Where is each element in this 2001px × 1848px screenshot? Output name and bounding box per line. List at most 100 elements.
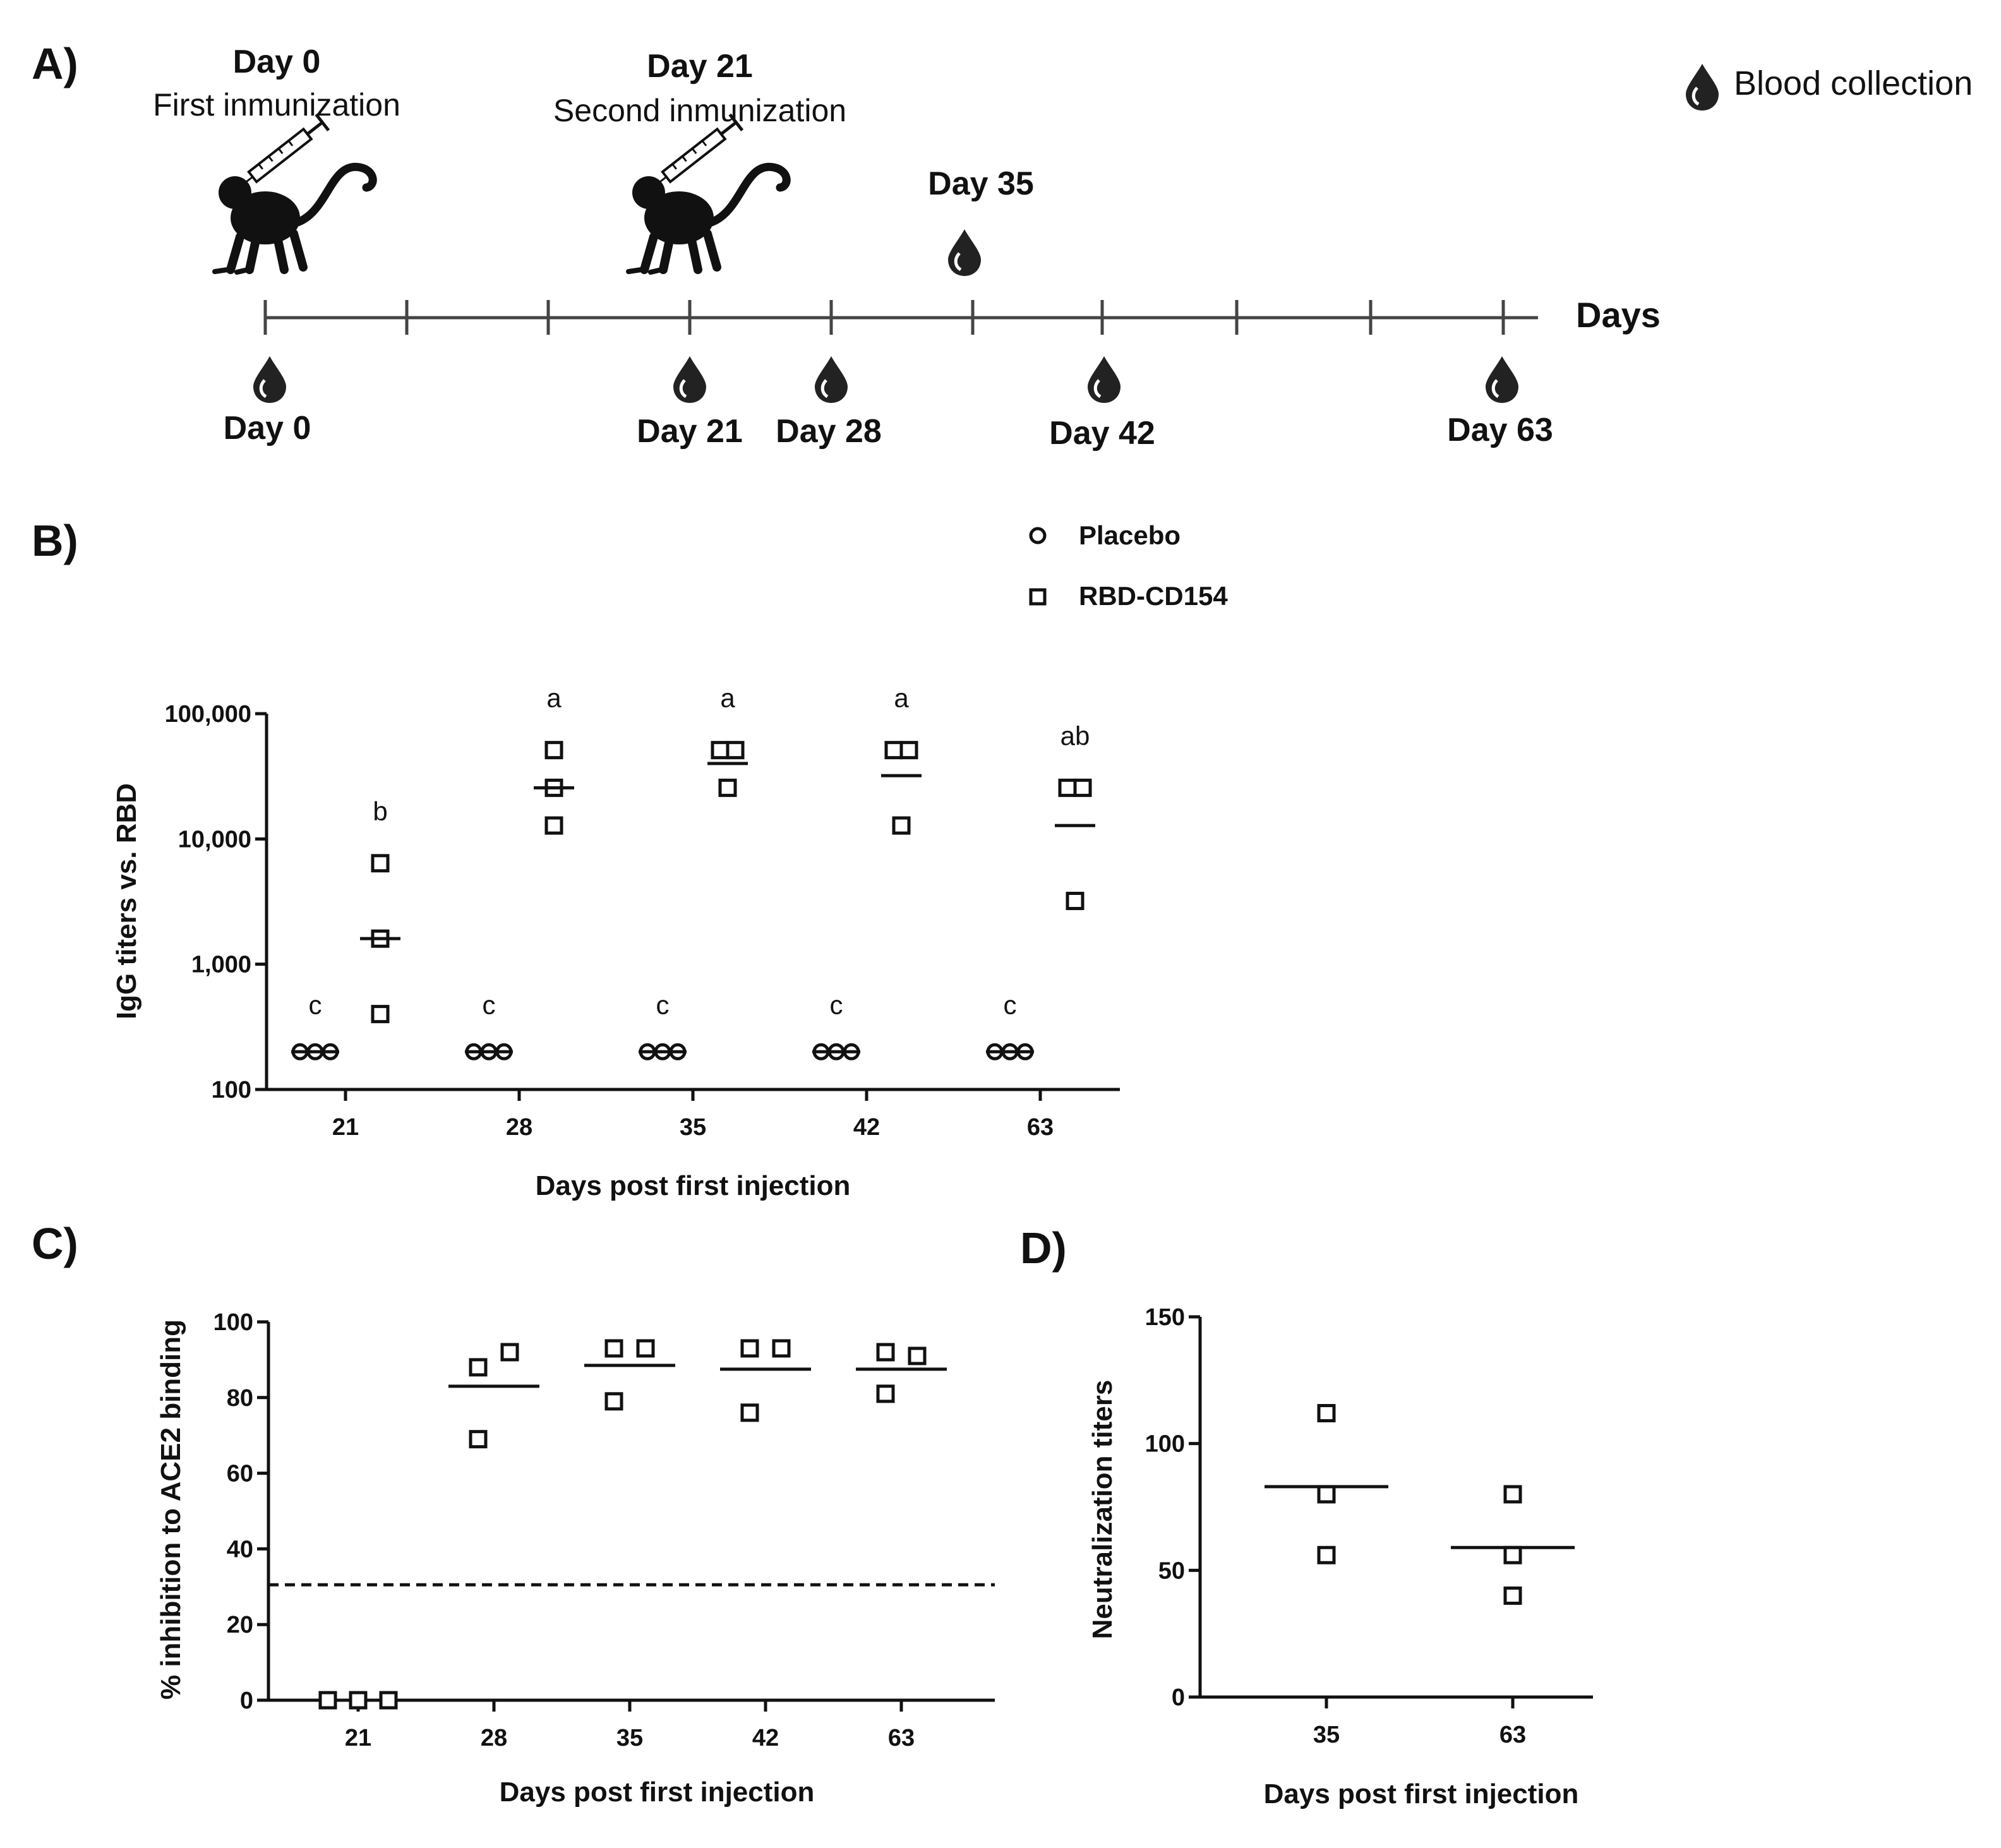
rbd-cd154-significance-letter: ab <box>1061 721 1090 750</box>
panel-label-a: A) <box>32 39 78 88</box>
inhibition-point <box>349 1691 368 1710</box>
rbd-cd154-significance-letter: a <box>546 683 562 713</box>
rbd-cd154-point <box>899 741 918 760</box>
y-axis: 0 50 100 150 <box>1145 1304 1202 1711</box>
rbd-cd154-point <box>1058 778 1077 797</box>
x-tick-label: 21 <box>345 1725 371 1751</box>
rbd-cd154-significance-letter: b <box>373 796 387 826</box>
y-tick-label: 80 <box>227 1385 253 1412</box>
inhibition-point <box>604 1339 623 1358</box>
y-tick-label: 50 <box>1158 1557 1185 1584</box>
inhibition-point <box>469 1358 488 1377</box>
x-tick-label: 63 <box>1027 1114 1054 1141</box>
y-axis-label: % inhibition to ACE2 binding <box>155 1319 186 1700</box>
rbd-cd154-point <box>544 816 563 835</box>
rbd-cd154-significance-letter: a <box>894 683 909 713</box>
inhibition-point <box>318 1691 337 1710</box>
y-tick-label: 100,000 <box>165 701 251 728</box>
panel-label-c: C) <box>32 1219 78 1268</box>
placebo-significance-letter: c <box>830 990 843 1019</box>
y-tick-label: 0 <box>240 1688 253 1714</box>
inhibition-point <box>908 1347 927 1365</box>
blood-drop-icon <box>948 229 981 276</box>
event-day-21: Day 21 <box>647 48 753 85</box>
timeline-axis: Days <box>263 295 1661 335</box>
x-axis-label: Days post first injection <box>500 1777 815 1808</box>
x-axis: 21 28 35 42 63 <box>267 1088 1120 1141</box>
neutralization-point <box>1317 1404 1336 1423</box>
rbd-cd154-point <box>884 741 903 760</box>
x-axis: 21 28 35 42 63 <box>268 1698 995 1751</box>
chart-legend: Placebo RBD-CD154 <box>1029 520 1228 611</box>
legend-placebo: Placebo <box>1079 520 1181 550</box>
event-day-0: Day 0 <box>233 44 321 80</box>
blood-day-label: Day 0 <box>224 410 311 447</box>
neutralization-point <box>1503 1485 1522 1504</box>
inhibition-point <box>740 1403 759 1422</box>
panel-label-d: D) <box>1020 1223 1067 1273</box>
legend-label: Blood collection <box>1734 64 1973 102</box>
monkey-with-syringe-icon <box>215 114 373 272</box>
blood-day-label: Day 21 <box>637 413 743 450</box>
y-axis: 0 20 40 60 80 100 <box>213 1309 270 1714</box>
y-tick-label: 100 <box>212 1077 251 1103</box>
rbd-cd154-point <box>718 778 737 797</box>
placebo-legend-marker <box>1029 527 1047 544</box>
timeline-axis-label: Days <box>1576 295 1661 335</box>
blood-day-label: Day 63 <box>1447 412 1553 448</box>
placebo-significance-letter: c <box>1004 990 1017 1019</box>
blood-drop-icon <box>815 356 848 403</box>
blood-drop-icon <box>1686 64 1719 111</box>
x-tick-label: 28 <box>481 1725 507 1751</box>
x-axis-label: Days post first injection <box>536 1170 851 1201</box>
y-axis-label: Neutralization titers <box>1087 1380 1118 1640</box>
panel-label-b: B) <box>32 516 78 565</box>
y-tick-label: 100 <box>1145 1431 1185 1458</box>
plot-area <box>268 1339 995 1710</box>
event-label-0: First inmunization <box>153 87 400 123</box>
inhibition-point <box>740 1339 759 1358</box>
plot-area: c b c a c a c a c ab <box>291 683 1095 1060</box>
legend-rbd: RBD-CD154 <box>1079 581 1228 611</box>
x-tick-label: 35 <box>680 1114 706 1141</box>
rbd-cd154-point <box>892 816 911 835</box>
y-tick-label: 40 <box>227 1536 253 1563</box>
rbd-cd154-point <box>711 741 730 760</box>
x-tick-label: 42 <box>752 1725 779 1751</box>
placebo-significance-letter: c <box>309 990 322 1019</box>
x-tick-label: 42 <box>853 1114 880 1141</box>
x-tick-label: 35 <box>1313 1722 1340 1748</box>
rbd-cd154-point <box>371 1005 390 1024</box>
y-axis-label: IgG titers vs. RBD <box>111 783 142 1019</box>
blood-drop-icon <box>1486 356 1518 403</box>
rbd-cd154-point <box>726 741 745 760</box>
rbd-cd154-point <box>1066 891 1085 910</box>
placebo-significance-letter: c <box>656 990 670 1019</box>
inhibition-point <box>772 1339 791 1358</box>
x-tick-label: 21 <box>332 1114 359 1141</box>
neutralization-point <box>1317 1545 1336 1564</box>
rbd-cd154-significance-letter: a <box>720 683 735 713</box>
blood-collection-legend: Blood collection <box>1686 64 1973 111</box>
x-axis: 35 63 <box>1200 1695 1593 1748</box>
blood-drop-icon <box>253 356 286 403</box>
placebo-significance-letter: c <box>483 990 496 1019</box>
rbd-cd154-point <box>371 854 390 873</box>
event-label-21: Second inmunization <box>553 93 846 128</box>
x-tick-label: 63 <box>888 1725 915 1751</box>
igg-titer-chart: Placebo RBD-CD154 1001,00010,000100,000 … <box>111 520 1228 1201</box>
inhibition-point <box>500 1343 519 1362</box>
rbd-cd154-point <box>544 741 563 760</box>
y-tick-label: 60 <box>227 1461 253 1487</box>
y-tick-label: 20 <box>227 1612 253 1638</box>
y-tick-label: 10,000 <box>178 826 251 853</box>
rbd-legend-marker <box>1029 588 1047 606</box>
y-tick-label: 150 <box>1145 1304 1185 1331</box>
ace2-inhibition-chart: 0 20 40 60 80 100 21 28 35 42 63 % inhibition to … <box>155 1309 995 1808</box>
top-blood-day: Day 35 <box>928 165 1034 202</box>
inhibition-point <box>379 1691 398 1710</box>
inhibition-point <box>469 1430 488 1449</box>
blood-day-label: Day 42 <box>1049 415 1155 452</box>
inhibition-point <box>636 1339 655 1358</box>
